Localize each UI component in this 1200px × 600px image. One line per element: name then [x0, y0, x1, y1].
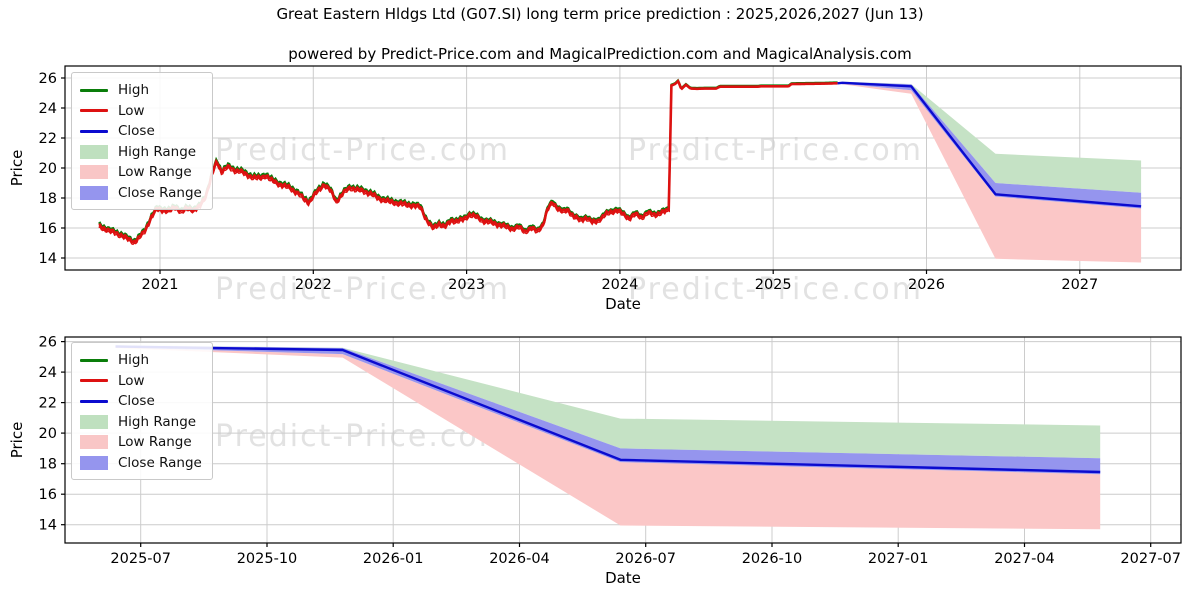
legend-label: Low Range: [118, 164, 192, 181]
legend-item-close: Close: [80, 391, 202, 412]
legend-label: High: [118, 82, 150, 99]
legend-patch-swatch: [80, 185, 108, 200]
x-axis-label: Date: [605, 569, 641, 587]
legend-item-high-range: High Range: [80, 412, 202, 433]
y-tick-label: 18: [39, 191, 57, 207]
legend-item-high: High: [80, 350, 202, 371]
y-tick-label: 14: [39, 251, 57, 267]
x-tick-label: 2027-01: [868, 551, 929, 567]
legend-patch-swatch: [80, 165, 108, 180]
legend-item-close: Close: [80, 121, 202, 142]
x-tick-label: 2021: [142, 277, 179, 293]
legend-line-swatch: [80, 399, 108, 403]
y-tick-label: 26: [39, 71, 57, 87]
x-axis-label: Date: [605, 295, 641, 313]
prediction-close-line: [115, 345, 1101, 474]
low-range-band: [115, 347, 1101, 530]
y-tick-label: 20: [39, 161, 57, 177]
legend-item-high-range: High Range: [80, 142, 202, 163]
x-tick-label: 2023: [448, 277, 485, 293]
chart-title: Great Eastern Hldgs Ltd (G07.SI) long te…: [276, 5, 924, 23]
legend-patch-swatch: [80, 435, 108, 450]
x-tick-label: 2027-07: [1120, 551, 1181, 567]
x-tick-label: 2027-04: [994, 551, 1055, 567]
legend-line-swatch: [80, 109, 108, 113]
legend-item-low: Low: [80, 101, 202, 122]
legend-label: Low Range: [118, 434, 192, 451]
y-axis-label: Price: [8, 150, 26, 187]
x-tick-label: 2025: [755, 277, 792, 293]
legend-item-low-range: Low Range: [80, 432, 202, 453]
legend-item-low: Low: [80, 371, 202, 392]
high-range-band: [842, 81, 1142, 193]
y-tick-label: 16: [39, 221, 57, 237]
x-tick-label: 2025-07: [110, 551, 171, 567]
legend-label: Close Range: [118, 454, 202, 471]
y-tick-label: 18: [39, 457, 57, 473]
legend-item-close-range: Close Range: [80, 453, 202, 474]
x-tick-label: 2026-04: [489, 551, 550, 567]
x-tick-label: 2024: [601, 277, 638, 293]
legend-label: High Range: [118, 143, 197, 160]
x-tick-label: 2026-01: [363, 551, 424, 567]
legend-label: Low: [118, 372, 145, 389]
close-range-band: [842, 81, 1142, 209]
y-tick-label: 20: [39, 426, 57, 442]
bottom-chart: 2025-07 2025-10 2026-01 2026-04 2026-07 2026-…: [8, 335, 1182, 587]
x-tick-label: 2026: [908, 277, 945, 293]
legend-patch-swatch: [80, 414, 108, 429]
chart-subtitle: powered by Predict-Price.com and Magical…: [288, 45, 912, 63]
x-tick-label: 2022: [295, 277, 332, 293]
legend-top-chart: High Low Close High Range Low Range Close Ran…: [71, 72, 213, 210]
low-range-band: [842, 83, 1142, 263]
legend-bottom-chart: High Low Close High Range Low Range Close Ran…: [71, 342, 213, 480]
y-tick-label: 22: [39, 396, 57, 412]
legend-patch-swatch: [80, 144, 108, 159]
x-tick-label: 2025-10: [237, 551, 298, 567]
legend-item-low-range: Low Range: [80, 162, 202, 183]
y-tick-label: 14: [39, 518, 57, 534]
legend-label: Close Range: [118, 184, 202, 201]
x-tick-label: 2026-10: [742, 551, 803, 567]
y-tick-label: 24: [39, 365, 57, 381]
close-range-band: [115, 345, 1101, 475]
legend-patch-swatch: [80, 455, 108, 470]
x-tick-label: 2026-07: [615, 551, 676, 567]
y-tick-label: 16: [39, 487, 57, 503]
legend-line-swatch: [80, 88, 108, 92]
history-close-line: [98, 79, 838, 244]
y-tick-label: 24: [39, 101, 57, 117]
legend-item-close-range: Close Range: [80, 183, 202, 204]
axes-border: [64, 336, 1182, 544]
legend-label: High Range: [118, 413, 197, 430]
legend-label: Close: [118, 123, 155, 140]
y-tick-label: 26: [39, 335, 57, 351]
legend-item-high: High: [80, 80, 202, 101]
legend-line-swatch: [80, 379, 108, 383]
legend-label: Low: [118, 102, 145, 119]
y-tick-label: 22: [39, 131, 57, 147]
y-axis-label: Price: [8, 422, 26, 459]
high-range-band: [115, 345, 1101, 459]
prediction-close-line: [837, 81, 1142, 208]
top-chart: 2021 2022 2023 2024 2025 2026 2027141618202224…: [8, 65, 1182, 313]
legend-label: Close: [118, 393, 155, 410]
legend-label: High: [118, 352, 150, 369]
x-tick-label: 2027: [1061, 277, 1098, 293]
legend-line-swatch: [80, 358, 108, 362]
legend-line-swatch: [80, 129, 108, 133]
